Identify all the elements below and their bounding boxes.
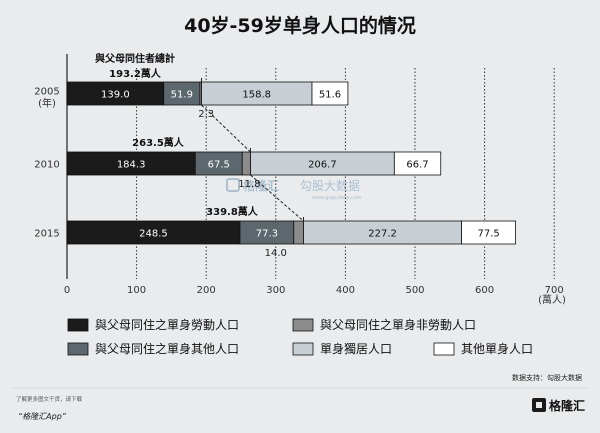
bar-segment	[393, 151, 442, 176]
brand-logo-text: 格隆汇	[549, 398, 585, 413]
x-tick-label: 300	[266, 285, 285, 296]
bar-value-label: 227.2	[368, 229, 397, 240]
footer-app-name: “格隆汇App”	[18, 412, 67, 421]
x-axis-unit: (萬人)	[538, 293, 566, 306]
watermark: 格隆汇 勾股大数据 www.gogudata.com	[226, 178, 362, 201]
bar-segment	[461, 220, 516, 245]
bar-segment	[311, 81, 349, 106]
x-tick-label: 500	[405, 285, 424, 296]
chart-title: 40岁-59岁单身人口的情况	[184, 14, 416, 37]
total-label: 263.5萬人	[132, 136, 185, 149]
x-tick-label: 200	[197, 285, 216, 296]
bar-value-label: 77.3	[256, 229, 278, 240]
x-tick-label: 600	[475, 285, 494, 296]
bar-value-label: 11.8	[238, 179, 260, 190]
brand-logo-icon-inner	[536, 402, 542, 408]
x-tick-label: 700	[545, 285, 564, 296]
legend-swatch	[67, 342, 89, 356]
year-sublabel: (年)	[38, 97, 56, 110]
x-tick-label: 400	[336, 285, 355, 296]
bar-value-label: 67.5	[208, 160, 230, 171]
x-tick-label: 100	[127, 285, 146, 296]
legend-label: 與父母同住之單身其他人口	[95, 341, 239, 356]
total-connector	[250, 174, 304, 222]
year-label: 2010	[34, 160, 59, 171]
bar-value-label: 14.0	[265, 248, 287, 259]
bar-value-label: 139.0	[101, 90, 130, 101]
legend-label: 與父母同住之單身勞動人口	[95, 317, 239, 332]
watermark-logo-icon	[226, 178, 240, 192]
year-label: 2015	[34, 229, 59, 240]
bar-value-label: 248.5	[139, 229, 168, 240]
total-connector	[201, 104, 251, 153]
total-label: 339.8萬人	[206, 205, 259, 218]
legend-swatch	[292, 318, 314, 332]
bar-value-label: 66.7	[406, 160, 428, 171]
bar-segment	[241, 151, 251, 176]
totals-header: 與父母同住者總計	[95, 52, 175, 65]
x-tick-label: 0	[64, 285, 70, 296]
year-label: 2005	[34, 87, 59, 98]
legend-swatch	[67, 318, 89, 332]
bar-value-label: 206.7	[308, 160, 337, 171]
total-label: 193.2萬人	[109, 67, 162, 80]
year-labels: 2005(年) 2010 2015	[34, 87, 59, 240]
bar-value-label: 184.3	[117, 160, 146, 171]
footer-small-text: 了解更多图文干货，请下载	[16, 395, 83, 403]
connector-lines	[200, 78, 305, 244]
bar-value-label: 158.8	[242, 90, 271, 101]
bar-group: 139.0 51.9 158.8 51.6 184.3 67.5 206.7 66.7 248.…	[66, 81, 516, 259]
legend-label: 其他單身人口	[461, 341, 533, 356]
legend-swatch	[433, 342, 455, 356]
legend-label: 單身獨居人口	[320, 341, 392, 356]
brand-logo: 格隆汇	[532, 398, 585, 413]
source-note: 数据支持：勾股大数据	[512, 373, 582, 382]
x-axis-ticks: 0 100 200 300 400 500 600 700	[64, 285, 564, 296]
watermark-brand: 格隆汇	[243, 178, 279, 193]
bar-value-label: 2.3	[198, 109, 214, 120]
bar-value-label: 51.9	[171, 90, 193, 101]
watermark-partner: 勾股大数据	[300, 178, 360, 193]
bar-value-label: 77.5	[477, 229, 499, 240]
watermark-url: www.gogudata.com	[312, 195, 362, 201]
legend-label: 與父母同住之單身非勞動人口	[320, 317, 476, 332]
total-annotations: 193.2萬人 263.5萬人 339.8萬人	[109, 67, 259, 218]
bar-value-label: 51.6	[319, 90, 341, 101]
legend-swatch	[292, 342, 314, 356]
bar-segment	[293, 220, 304, 245]
